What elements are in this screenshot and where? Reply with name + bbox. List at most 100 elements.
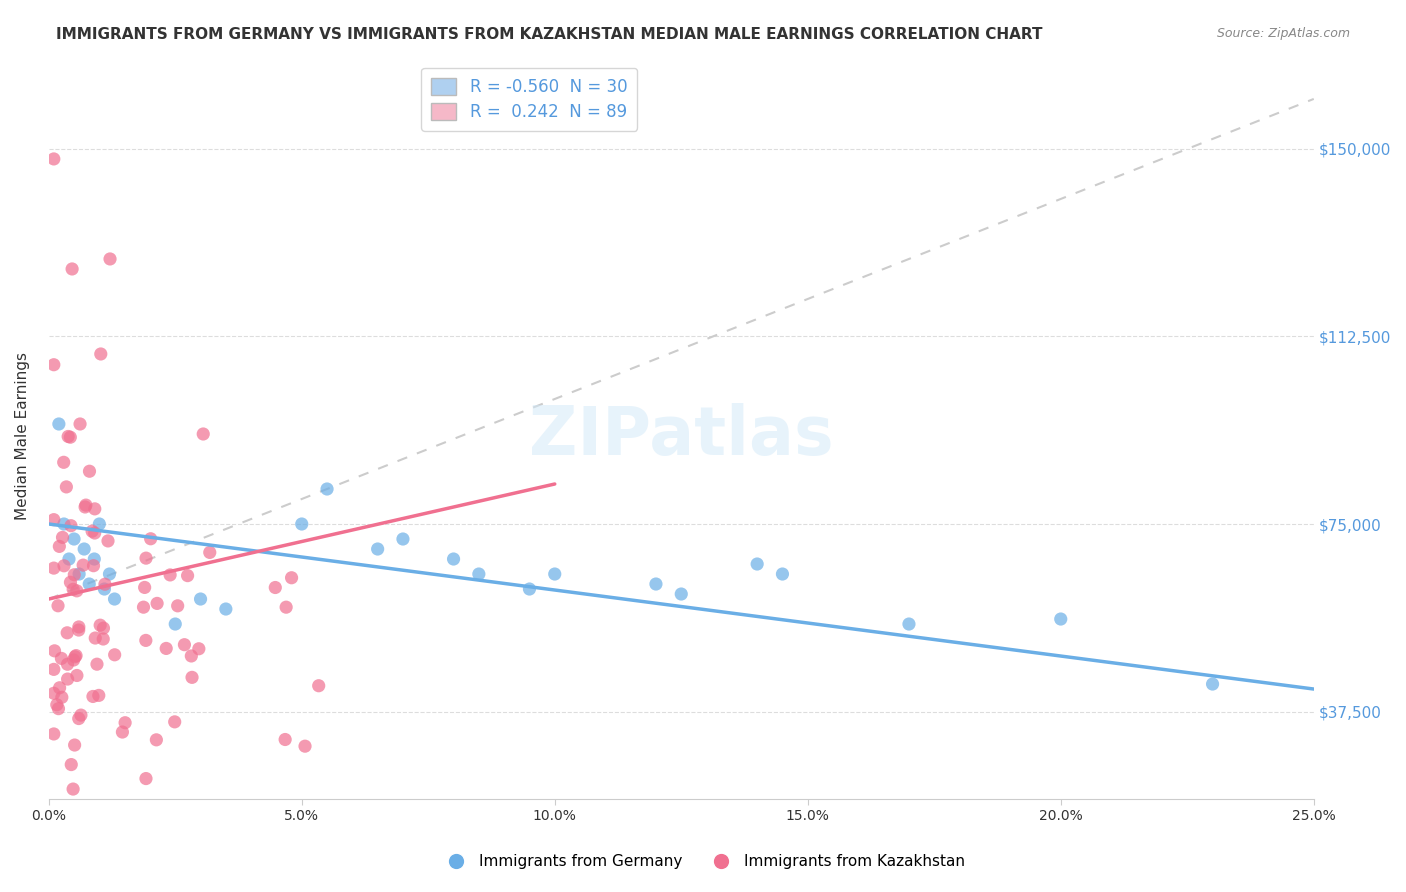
Point <box>55 480 77 494</box>
Point <box>519 582 541 596</box>
Point <box>104 648 127 662</box>
Point <box>645 577 668 591</box>
Point <box>52 455 75 469</box>
Point <box>63 738 86 752</box>
Point <box>62 582 84 597</box>
Point <box>59 518 82 533</box>
Point <box>52 516 75 531</box>
Point <box>215 602 238 616</box>
Point <box>93 582 115 596</box>
Point <box>98 252 121 266</box>
Point <box>181 670 204 684</box>
Point <box>83 526 105 541</box>
Point <box>67 712 90 726</box>
Point <box>42 358 65 372</box>
Point <box>66 583 89 598</box>
Point <box>56 657 79 672</box>
Point <box>60 262 83 277</box>
Y-axis label: Median Male Earnings: Median Male Earnings <box>15 352 30 521</box>
Point <box>159 568 181 582</box>
Point <box>111 725 134 739</box>
Point <box>264 581 287 595</box>
Point <box>83 501 105 516</box>
Point <box>44 644 66 658</box>
Point <box>98 567 121 582</box>
Point <box>145 732 167 747</box>
Point <box>67 620 90 634</box>
Point <box>62 782 84 797</box>
Point <box>89 618 111 632</box>
Point <box>139 532 162 546</box>
Text: Source: ZipAtlas.com: Source: ZipAtlas.com <box>1216 27 1350 40</box>
Point <box>276 600 298 615</box>
Point <box>308 679 330 693</box>
Point <box>1201 677 1223 691</box>
Point <box>63 532 86 546</box>
Point <box>93 621 115 635</box>
Point <box>187 641 209 656</box>
Point <box>48 681 70 695</box>
Text: ZIPatlas: ZIPatlas <box>529 403 834 469</box>
Point <box>72 558 94 573</box>
Point <box>79 464 101 478</box>
Point <box>897 617 920 632</box>
Point <box>70 708 93 723</box>
Point <box>176 568 198 582</box>
Point <box>58 552 80 566</box>
Point <box>66 668 89 682</box>
Point <box>94 577 117 591</box>
Point <box>180 648 202 663</box>
Point <box>87 689 110 703</box>
Point <box>165 617 187 632</box>
Point <box>291 516 314 531</box>
Point <box>97 533 120 548</box>
Point <box>193 427 215 442</box>
Point <box>134 581 156 595</box>
Point <box>42 561 65 575</box>
Point <box>83 558 105 573</box>
Point <box>90 347 112 361</box>
Point <box>42 727 65 741</box>
Point <box>82 524 104 539</box>
Point <box>60 757 83 772</box>
Point <box>63 567 86 582</box>
Point <box>468 567 491 582</box>
Point <box>671 587 693 601</box>
Point <box>59 575 82 590</box>
Legend: Immigrants from Germany, Immigrants from Kazakhstan: Immigrants from Germany, Immigrants from… <box>434 848 972 875</box>
Text: IMMIGRANTS FROM GERMANY VS IMMIGRANTS FROM KAZAKHSTAN MEDIAN MALE EARNINGS CORRE: IMMIGRANTS FROM GERMANY VS IMMIGRANTS FR… <box>56 27 1043 42</box>
Point <box>51 530 73 544</box>
Point <box>367 541 389 556</box>
Point <box>163 714 186 729</box>
Point <box>75 500 97 514</box>
Point <box>280 571 302 585</box>
Point <box>173 638 195 652</box>
Point <box>77 577 100 591</box>
Point <box>53 558 76 573</box>
Point <box>75 498 97 512</box>
Point <box>443 552 465 566</box>
Point <box>42 152 65 166</box>
Point <box>135 551 157 566</box>
Point <box>772 567 794 582</box>
Point <box>91 632 114 646</box>
Point <box>59 430 82 444</box>
Point <box>56 625 79 640</box>
Point <box>67 567 90 582</box>
Point <box>135 772 157 786</box>
Point <box>73 541 96 556</box>
Point <box>89 516 111 531</box>
Point <box>62 653 84 667</box>
Point <box>155 641 177 656</box>
Point <box>51 690 73 705</box>
Point <box>316 482 339 496</box>
Point <box>42 686 65 700</box>
Point <box>166 599 188 613</box>
Legend: R = -0.560  N = 30, R =  0.242  N = 89: R = -0.560 N = 30, R = 0.242 N = 89 <box>422 68 637 131</box>
Point <box>63 649 86 664</box>
Point <box>56 672 79 686</box>
Point <box>114 715 136 730</box>
Point <box>294 739 316 754</box>
Point <box>45 698 67 712</box>
Point <box>83 552 105 566</box>
